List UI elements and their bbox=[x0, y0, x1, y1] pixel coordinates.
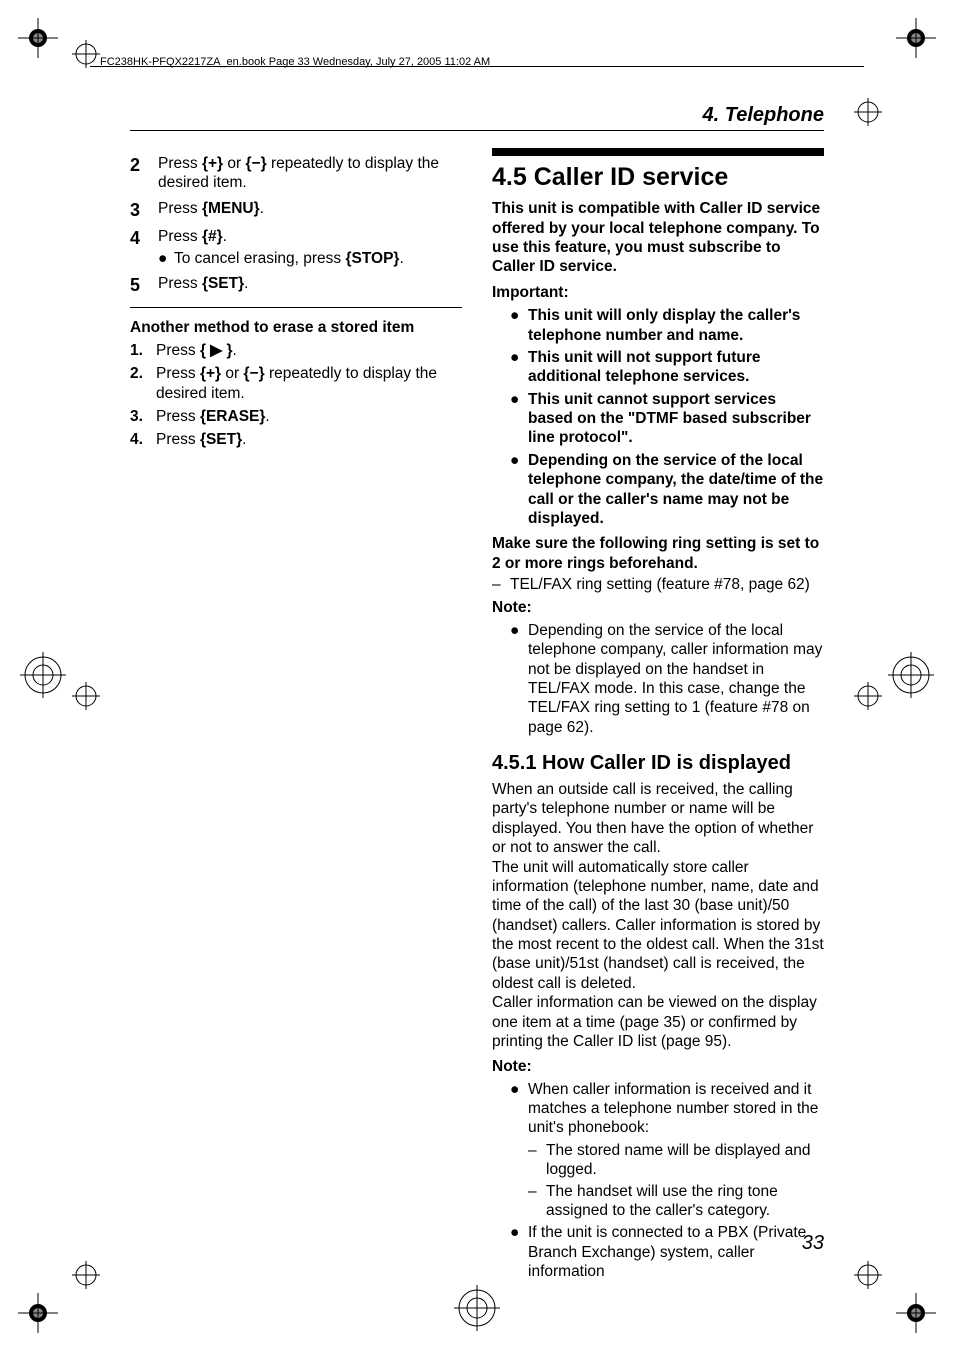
step-text: Press {+} or {−} repeatedly to display t… bbox=[156, 364, 462, 403]
print-header-rule bbox=[90, 66, 864, 67]
list-item-text: If the unit is connected to a PBX (Priva… bbox=[528, 1223, 824, 1281]
note-label: Note: bbox=[492, 1057, 824, 1076]
step-number: 1. bbox=[130, 341, 156, 360]
step-text: Press {+} or {−} repeatedly to display t… bbox=[158, 154, 462, 193]
subsection-title: 4.5.1 How Caller ID is displayed bbox=[492, 751, 824, 776]
list-item-text: The handset will use the ring tone assig… bbox=[546, 1182, 824, 1221]
header-rule bbox=[130, 130, 824, 131]
section-title: 4.5 Caller ID service bbox=[492, 162, 824, 193]
list-item: ●Depending on the service of the local t… bbox=[510, 451, 824, 529]
list-item-text: This unit will only display the caller's… bbox=[528, 306, 824, 345]
list-item-text: Depending on the service of the local te… bbox=[528, 621, 824, 737]
step-4: 4 Press {#}. ●To cancel erasing, press {… bbox=[130, 227, 462, 268]
step-text: Press {SET}. bbox=[156, 430, 246, 449]
chapter-heading: 4. Telephone bbox=[702, 104, 824, 127]
step-text: Press {SET}. bbox=[158, 274, 462, 297]
registration-mark-icon bbox=[854, 682, 882, 710]
step-2: 2 Press {+} or {−} repeatedly to display… bbox=[130, 154, 462, 193]
registration-mark-icon bbox=[72, 682, 100, 710]
list-item: ●This unit cannot support services based… bbox=[510, 390, 824, 448]
list-item-text: TEL/FAX ring setting (feature #78, page … bbox=[510, 575, 810, 594]
alt-step-3: 3. Press {ERASE}. bbox=[130, 407, 462, 426]
list-item-text: The stored name will be displayed and lo… bbox=[546, 1141, 824, 1180]
cropmark-icon bbox=[896, 1293, 936, 1333]
right-column: 4.5 Caller ID service This unit is compa… bbox=[492, 148, 824, 1231]
section-bar bbox=[492, 148, 824, 156]
list-sub-item: –The handset will use the ring tone assi… bbox=[528, 1182, 824, 1221]
body-paragraph: The unit will automatically store caller… bbox=[492, 858, 824, 994]
note-label: Note: bbox=[492, 598, 824, 617]
important-label: Important: bbox=[492, 283, 824, 302]
subsection-title-text: How Caller ID is displayed bbox=[542, 752, 791, 774]
note-item: ●Depending on the service of the local t… bbox=[492, 621, 824, 737]
list-item-text: This unit will not support future additi… bbox=[528, 348, 824, 387]
cropmark-icon bbox=[18, 18, 58, 58]
step-text: Press { ▶ }. bbox=[156, 341, 237, 360]
list-item: ●This unit will only display the caller'… bbox=[510, 306, 824, 345]
cropmark-icon bbox=[896, 18, 936, 58]
step-5: 5 Press {SET}. bbox=[130, 274, 462, 297]
step-number: 5 bbox=[130, 274, 158, 297]
step-text: Press {#}. ●To cancel erasing, press {ST… bbox=[158, 227, 462, 268]
list-item: ●If the unit is connected to a PBX (Priv… bbox=[510, 1223, 824, 1281]
registration-mark-icon bbox=[454, 1285, 500, 1331]
alt-step-4: 4. Press {SET}. bbox=[130, 430, 462, 449]
section-intro: This unit is compatible with Caller ID s… bbox=[492, 199, 824, 277]
registration-mark-icon bbox=[72, 1261, 100, 1289]
important-list: ●This unit will only display the caller'… bbox=[492, 306, 824, 528]
section-number: 4.5 bbox=[492, 163, 527, 191]
alt-step-2: 2. Press {+} or {−} repeatedly to displa… bbox=[130, 364, 462, 403]
step-number: 3 bbox=[130, 199, 158, 222]
left-column: 2 Press {+} or {−} repeatedly to display… bbox=[130, 148, 462, 1231]
list-sub-item: –The stored name will be displayed and l… bbox=[528, 1141, 824, 1180]
step-number: 4 bbox=[130, 227, 158, 268]
step-3: 3 Press {MENU}. bbox=[130, 199, 462, 222]
step-number: 2. bbox=[130, 364, 156, 403]
step-number: 3. bbox=[130, 407, 156, 426]
step-number: 2 bbox=[130, 154, 158, 193]
body-paragraph: Caller information can be viewed on the … bbox=[492, 993, 824, 1051]
step-number: 4. bbox=[130, 430, 156, 449]
step-text: Press {ERASE}. bbox=[156, 407, 270, 426]
alt-method-heading: Another method to erase a stored item bbox=[130, 318, 462, 337]
registration-mark-icon bbox=[854, 1261, 882, 1289]
ring-setting-item: –TEL/FAX ring setting (feature #78, page… bbox=[492, 575, 824, 594]
ring-heading: Make sure the following ring setting is … bbox=[492, 534, 824, 573]
list-item: ●This unit will not support future addit… bbox=[510, 348, 824, 387]
section-title-text: Caller ID service bbox=[534, 163, 729, 191]
list-item-text: This unit cannot support services based … bbox=[528, 390, 824, 448]
page-number: 33 bbox=[802, 1232, 824, 1255]
list-item: ●When caller information is received and… bbox=[510, 1080, 824, 1138]
separator-rule bbox=[130, 307, 462, 308]
registration-mark-icon bbox=[20, 652, 66, 698]
body-paragraph: When an outside call is received, the ca… bbox=[492, 780, 824, 858]
step-sub-text: To cancel erasing, press {STOP}. bbox=[174, 249, 404, 268]
cropmark-icon bbox=[18, 1293, 58, 1333]
list-item-text: When caller information is received and … bbox=[528, 1080, 824, 1138]
list-item-text: Depending on the service of the local te… bbox=[528, 451, 824, 529]
registration-mark-icon bbox=[72, 40, 100, 68]
alt-step-1: 1. Press { ▶ }. bbox=[130, 341, 462, 360]
registration-mark-icon bbox=[888, 652, 934, 698]
note-list: ●When caller information is received and… bbox=[492, 1080, 824, 1282]
page-container: FC238HK-PFQX2217ZA_en.book Page 33 Wedne… bbox=[0, 0, 954, 1351]
content-columns: 2 Press {+} or {−} repeatedly to display… bbox=[130, 148, 824, 1231]
subsection-number: 4.5.1 bbox=[492, 752, 536, 774]
registration-mark-icon bbox=[854, 98, 882, 126]
step-text: Press {MENU}. bbox=[158, 199, 462, 222]
